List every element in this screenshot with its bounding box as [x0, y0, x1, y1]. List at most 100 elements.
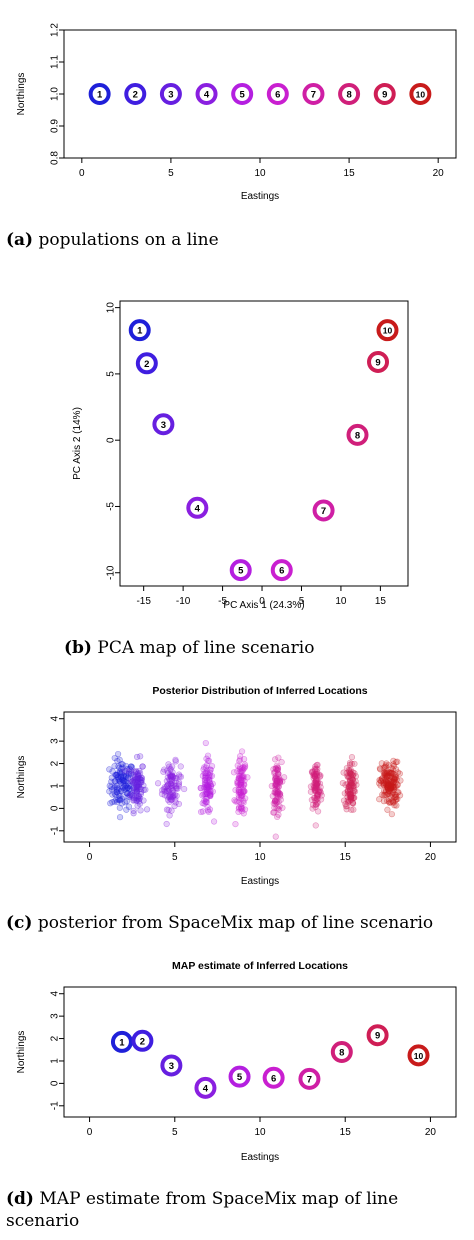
x-tick-label: 5 [172, 1127, 178, 1138]
posterior-point [111, 763, 118, 770]
posterior-point [204, 782, 211, 789]
population-point-10: 10 [376, 319, 399, 342]
posterior-point [237, 776, 244, 783]
posterior-point [133, 795, 140, 802]
posterior-point [311, 783, 318, 790]
posterior-point [131, 787, 138, 794]
posterior-point [276, 803, 283, 810]
posterior-point [135, 775, 142, 782]
caption-d-text-line2: scenario [6, 1211, 80, 1231]
posterior-point [121, 767, 128, 774]
x-tick-label: 15 [344, 168, 356, 179]
population-point-4: 4 [186, 496, 209, 519]
posterior-point [383, 760, 390, 767]
chart-panel-c: Posterior Distribution of Inferred Locat… [16, 685, 457, 887]
x-tick-label: 15 [340, 1127, 352, 1138]
posterior-point [344, 803, 351, 810]
posterior-point [237, 788, 244, 796]
posterior-point [138, 777, 145, 784]
posterior-point [314, 772, 321, 780]
chart-title: MAP estimate of Inferred Locations [172, 960, 348, 972]
posterior-point [237, 804, 245, 811]
population-label: 5 [237, 1072, 243, 1083]
posterior-point [312, 787, 319, 794]
posterior-point [136, 800, 143, 807]
posterior-point [236, 773, 243, 780]
posterior-point [203, 762, 210, 769]
posterior-point [207, 782, 215, 789]
posterior-point [347, 768, 354, 775]
posterior-point [349, 772, 356, 779]
y-tick-label: -10 [106, 565, 117, 580]
posterior-point [117, 773, 124, 780]
posterior-point [385, 788, 392, 795]
posterior-point [236, 772, 243, 779]
posterior-point [209, 780, 216, 787]
population-label: 5 [240, 90, 246, 101]
posterior-point [382, 775, 389, 782]
posterior-point [274, 764, 281, 771]
posterior-point [168, 772, 176, 779]
posterior-point [272, 797, 279, 804]
population-label: 8 [346, 90, 351, 101]
posterior-point [204, 770, 211, 777]
posterior-point [206, 791, 214, 798]
posterior-point [313, 785, 320, 792]
posterior-point [314, 791, 321, 798]
posterior-point [206, 772, 213, 779]
posterior-point [136, 795, 144, 802]
posterior-point [203, 784, 211, 791]
posterior-cluster-2 [121, 753, 151, 817]
posterior-point [165, 761, 172, 768]
posterior-point [389, 797, 397, 805]
posterior-point [390, 778, 397, 785]
population-marker [367, 350, 390, 373]
posterior-point [313, 771, 321, 778]
posterior-point [235, 804, 243, 811]
posterior-point [347, 766, 354, 773]
posterior-point [124, 784, 131, 791]
posterior-point [274, 766, 281, 773]
posterior-point [239, 805, 246, 812]
posterior-point [118, 761, 125, 768]
posterior-point [127, 767, 134, 774]
posterior-point [270, 809, 277, 816]
posterior-point [171, 775, 179, 782]
posterior-point [271, 798, 279, 805]
posterior-point [312, 780, 319, 787]
posterior-point [116, 769, 124, 777]
posterior-point [172, 778, 179, 785]
x-tick-label: 15 [375, 596, 387, 607]
posterior-point [168, 784, 175, 792]
posterior-point [133, 788, 140, 795]
posterior-point [170, 774, 177, 781]
posterior-point [111, 798, 118, 805]
posterior-point [129, 778, 136, 785]
posterior-point [167, 773, 174, 780]
posterior-point [134, 776, 141, 784]
posterior-point [384, 790, 391, 797]
posterior-point [273, 774, 280, 782]
posterior-point [240, 799, 247, 806]
posterior-point [123, 798, 130, 805]
posterior-point [161, 788, 168, 795]
posterior-point [240, 765, 247, 772]
posterior-point [142, 786, 149, 793]
population-point-9: 9 [366, 1024, 389, 1047]
posterior-point [346, 773, 353, 780]
posterior-point [275, 770, 282, 778]
posterior-point [391, 784, 398, 791]
posterior-point [384, 781, 391, 788]
posterior-point [113, 771, 120, 779]
caption-c: (c) posterior from SpaceMix map of line … [6, 912, 433, 934]
posterior-point [116, 756, 123, 763]
posterior-point [349, 772, 356, 779]
posterior-point [347, 781, 354, 789]
posterior-point [345, 766, 353, 774]
posterior-point [201, 780, 209, 787]
population-label: 2 [133, 90, 138, 101]
population-marker [346, 423, 369, 446]
posterior-point [387, 783, 394, 790]
posterior-point [207, 792, 214, 800]
